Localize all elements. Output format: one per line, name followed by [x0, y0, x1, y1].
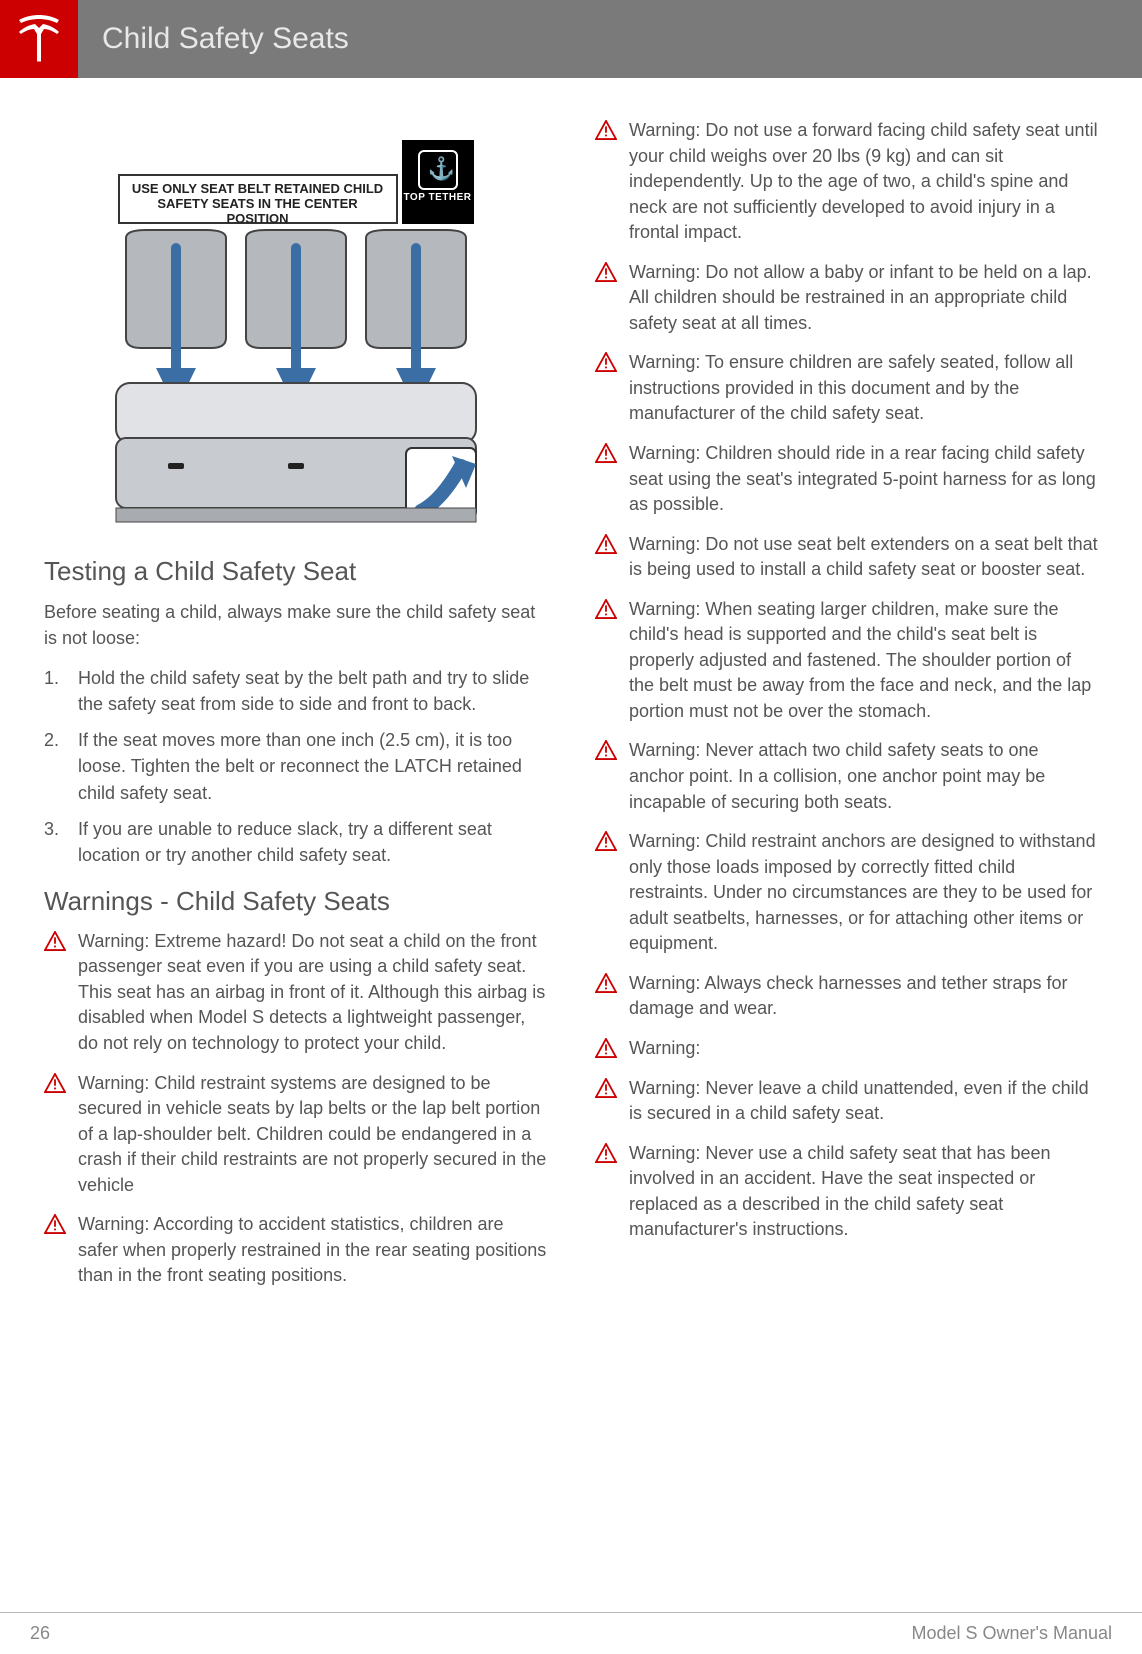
- warning-item: Warning: To ensure children are safely s…: [595, 350, 1098, 427]
- top-tether-badge: TOP TETHER: [402, 140, 474, 224]
- warning-text: Warning: According to accident statistic…: [78, 1212, 547, 1289]
- tesla-logo-icon: [14, 14, 64, 64]
- tether-label: TOP TETHER: [402, 192, 474, 203]
- warning-triangle-icon: [595, 120, 617, 140]
- warning-triangle-icon: [595, 262, 617, 282]
- warning-text: Warning: When seating larger children, m…: [629, 597, 1098, 725]
- warning-text: Warning: Child restraint systems are des…: [78, 1071, 547, 1199]
- warnings-list-right: Warning: Do not use a forward facing chi…: [595, 118, 1098, 1243]
- warning-item: Warning:: [595, 1036, 1098, 1062]
- warning-triangle-icon: [595, 599, 617, 619]
- testing-steps: Hold the child safety seat by the belt p…: [44, 665, 547, 868]
- warnings-heading: Warnings - Child Safety Seats: [44, 886, 547, 917]
- testing-intro: Before seating a child, always make sure…: [44, 599, 547, 651]
- warning-text: Warning: Never attach two child safety s…: [629, 738, 1098, 815]
- testing-heading: Testing a Child Safety Seat: [44, 556, 547, 587]
- warning-item: Warning: Do not use seat belt extenders …: [595, 532, 1098, 583]
- warning-triangle-icon: [44, 1214, 66, 1234]
- warning-item: Warning: According to accident statistic…: [44, 1212, 547, 1289]
- warning-triangle-icon: [44, 931, 66, 951]
- manual-name: Model S Owner's Manual: [911, 1623, 1112, 1644]
- warning-item: Warning: Never leave a child unattended,…: [595, 1076, 1098, 1127]
- diagram-label: USE ONLY SEAT BELT RETAINED CHILD SAFETY…: [118, 174, 398, 224]
- warning-text: Warning: Never leave a child unattended,…: [629, 1076, 1098, 1127]
- warning-text: Warning: Always check harnesses and teth…: [629, 971, 1098, 1022]
- warning-triangle-icon: [44, 1073, 66, 1093]
- rear-seats-icon: [106, 228, 486, 528]
- warning-text: Warning: Do not use seat belt extenders …: [629, 532, 1098, 583]
- warning-text: Warning: Child restraint anchors are des…: [629, 829, 1098, 957]
- content-area: USE ONLY SEAT BELT RETAINED CHILD SAFETY…: [0, 78, 1142, 1323]
- warning-item: Warning: Do not use a forward facing chi…: [595, 118, 1098, 246]
- testing-step: Hold the child safety seat by the belt p…: [44, 665, 547, 717]
- warning-text: Warning: To ensure children are safely s…: [629, 350, 1098, 427]
- warning-text: Warning: Do not allow a baby or infant t…: [629, 260, 1098, 337]
- warnings-list-left: Warning: Extreme hazard! Do not seat a c…: [44, 929, 547, 1289]
- left-column: USE ONLY SEAT BELT RETAINED CHILD SAFETY…: [44, 118, 547, 1303]
- warning-item: Warning: When seating larger children, m…: [595, 597, 1098, 725]
- page-number: 26: [30, 1623, 50, 1644]
- right-column: Warning: Do not use a forward facing chi…: [595, 118, 1098, 1303]
- warning-triangle-icon: [595, 831, 617, 851]
- warning-item: Warning: Child restraint systems are des…: [44, 1071, 547, 1199]
- page-header: Child Safety Seats: [0, 0, 1142, 78]
- warning-triangle-icon: [595, 740, 617, 760]
- warning-item: Warning: Child restraint anchors are des…: [595, 829, 1098, 957]
- warning-item: Warning: Extreme hazard! Do not seat a c…: [44, 929, 547, 1057]
- warning-triangle-icon: [595, 1078, 617, 1098]
- warning-triangle-icon: [595, 1143, 617, 1163]
- warning-triangle-icon: [595, 443, 617, 463]
- warning-item: Warning: Do not allow a baby or infant t…: [595, 260, 1098, 337]
- warning-item: Warning: Always check harnesses and teth…: [595, 971, 1098, 1022]
- warning-text: Warning: Do not use a forward facing chi…: [629, 118, 1098, 246]
- warning-text: Warning: Extreme hazard! Do not seat a c…: [78, 929, 547, 1057]
- warning-text: Warning:: [629, 1036, 700, 1062]
- page-title: Child Safety Seats: [102, 22, 349, 56]
- warning-triangle-icon: [595, 352, 617, 372]
- tesla-logo: [0, 0, 78, 78]
- page-footer: 26 Model S Owner's Manual: [0, 1612, 1142, 1654]
- warning-item: Warning: Never attach two child safety s…: [595, 738, 1098, 815]
- warning-text: Warning: Children should ride in a rear …: [629, 441, 1098, 518]
- seat-diagram: USE ONLY SEAT BELT RETAINED CHILD SAFETY…: [44, 118, 547, 528]
- warning-text: Warning: Never use a child safety seat t…: [629, 1141, 1098, 1243]
- warning-item: Warning: Children should ride in a rear …: [595, 441, 1098, 518]
- anchor-icon: [418, 150, 458, 190]
- testing-step: If the seat moves more than one inch (2.…: [44, 727, 547, 805]
- warning-item: Warning: Never use a child safety seat t…: [595, 1141, 1098, 1243]
- warning-triangle-icon: [595, 534, 617, 554]
- warning-triangle-icon: [595, 973, 617, 993]
- warning-triangle-icon: [595, 1038, 617, 1058]
- testing-step: If you are unable to reduce slack, try a…: [44, 816, 547, 868]
